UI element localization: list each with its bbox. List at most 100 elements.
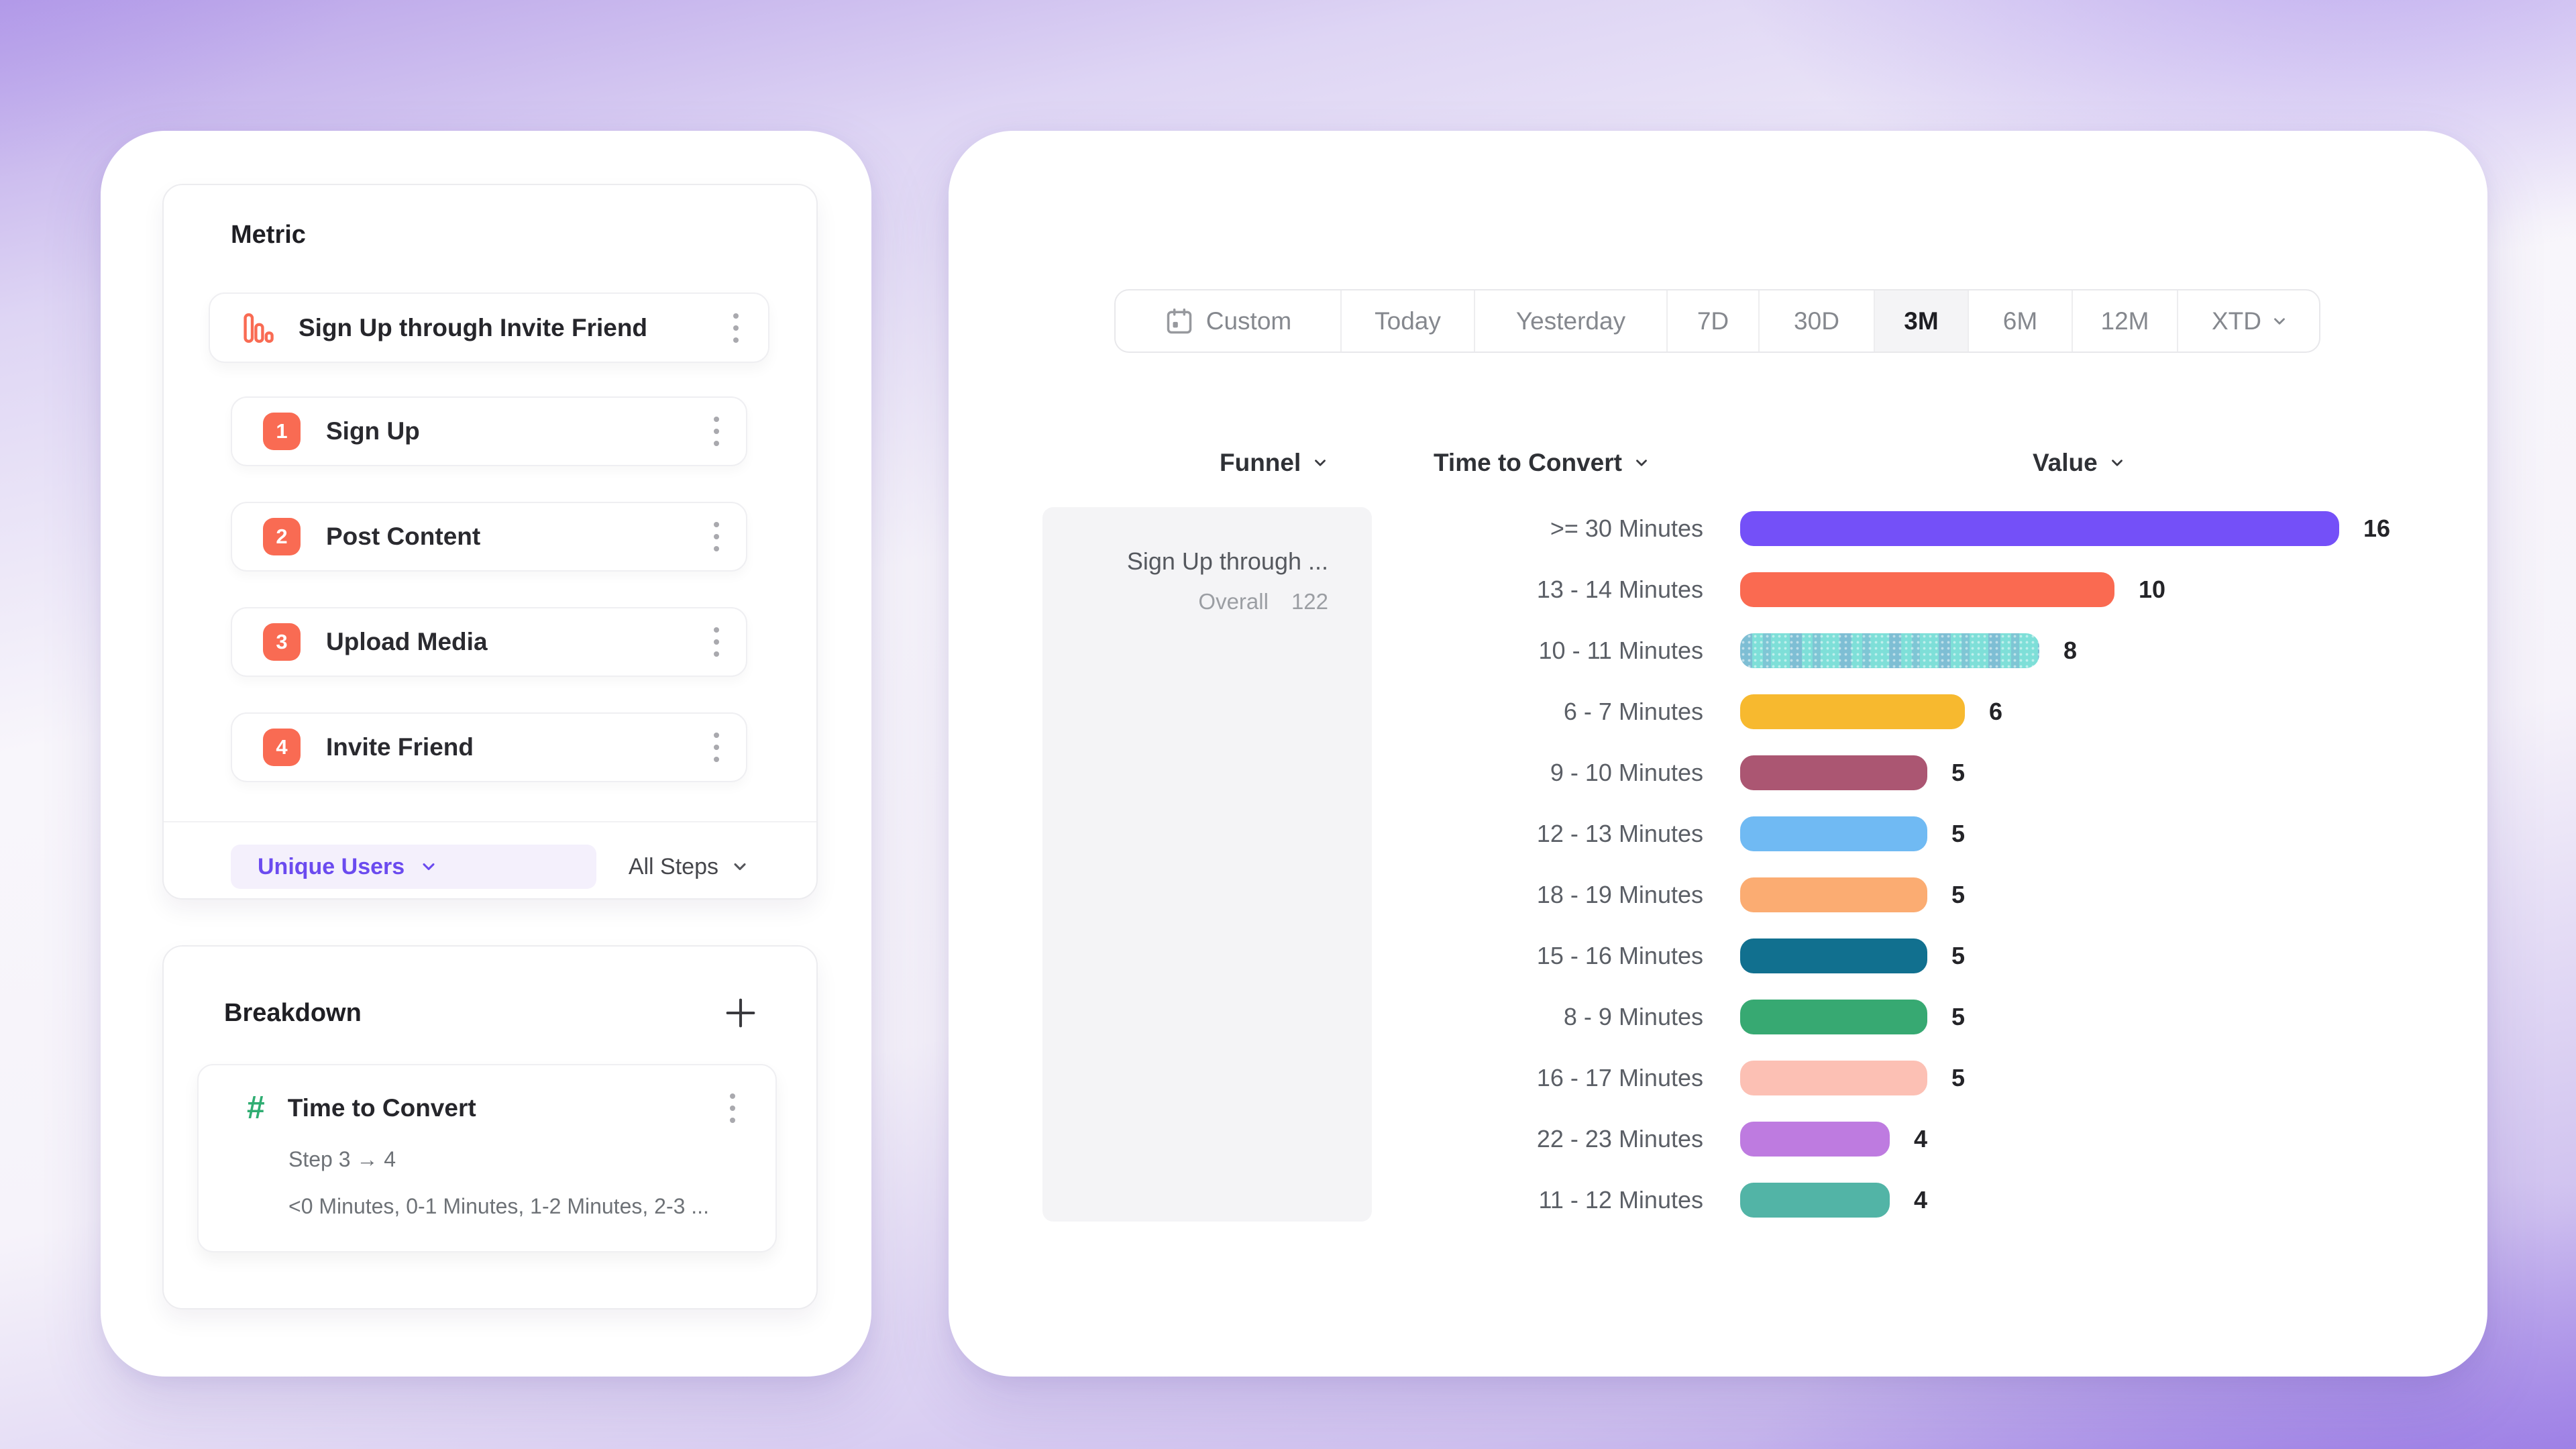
range-tab-label: XTD bbox=[2212, 307, 2261, 335]
value-label: 4 bbox=[1914, 1185, 1928, 1214]
value-label: 5 bbox=[1951, 819, 1966, 847]
funnel-metric-title: Sign Up through Invite Friend bbox=[299, 313, 648, 341]
value-bar[interactable] bbox=[1740, 755, 1927, 790]
bucket-label: 12 - 13 Minutes bbox=[1536, 819, 1703, 847]
chart-row: 15 - 16 Minutes 5 bbox=[949, 925, 2487, 986]
range-tab-label: 3M bbox=[1904, 307, 1939, 335]
value-bar[interactable] bbox=[1740, 877, 1927, 912]
value-bar[interactable] bbox=[1740, 1121, 1890, 1157]
calendar-icon bbox=[1167, 308, 1191, 333]
value-bar[interactable] bbox=[1740, 938, 1927, 973]
step-number-badge: 2 bbox=[263, 518, 301, 555]
range-tab-label: 6M bbox=[2002, 307, 2038, 335]
chart-row: 11 - 12 Minutes 4 bbox=[949, 1169, 2487, 1230]
value-bar[interactable] bbox=[1740, 999, 1927, 1034]
time-to-convert-bar-chart: >= 30 Minutes 16 13 - 14 Minutes 10 10 - 11 … bbox=[949, 498, 2487, 1230]
metric-footer-divider bbox=[164, 821, 816, 822]
value-label: 4 bbox=[1914, 1124, 1928, 1152]
step-number-badge: 4 bbox=[263, 729, 301, 766]
step-number-badge: 3 bbox=[263, 623, 301, 661]
funnel-step-row[interactable]: 1 Sign Up bbox=[231, 396, 747, 466]
bucket-label: 22 - 23 Minutes bbox=[1536, 1124, 1703, 1152]
funnel-step-row[interactable]: 4 Invite Friend bbox=[231, 712, 747, 782]
plus-icon[interactable] bbox=[721, 994, 760, 1032]
bucket-label: 8 - 9 Minutes bbox=[1563, 1002, 1703, 1030]
column-header-ttc-label: Time to Convert bbox=[1434, 449, 1622, 476]
breakdown-values-preview: <0 Minutes, 0-1 Minutes, 1-2 Minutes, 2-… bbox=[288, 1194, 709, 1218]
funnel-summary-title: Sign Up through ... bbox=[1126, 547, 1328, 575]
funnel-metric-item[interactable]: Sign Up through Invite Friend bbox=[209, 292, 769, 363]
value-label: 5 bbox=[1951, 880, 1966, 908]
kebab-menu-icon[interactable] bbox=[714, 413, 719, 449]
column-header-funnel[interactable]: Funnel bbox=[1220, 449, 1329, 477]
bucket-label: 6 - 7 Minutes bbox=[1563, 697, 1703, 725]
steps-scope-dropdown[interactable]: All Steps bbox=[629, 854, 749, 880]
value-bar[interactable] bbox=[1740, 572, 2114, 607]
date-range-selector: Custom Today Yesterday 7D 30D 3M 6M 12M XTD bbox=[1114, 289, 2320, 353]
value-label: 16 bbox=[2363, 514, 2391, 542]
bucket-label: 16 - 17 Minutes bbox=[1536, 1063, 1703, 1091]
value-bar[interactable] bbox=[1740, 1060, 1927, 1095]
overall-value: 122 bbox=[1291, 589, 1328, 614]
range-tab-xtd[interactable]: XTD bbox=[2178, 290, 2319, 352]
column-header-funnel-label: Funnel bbox=[1220, 449, 1301, 476]
range-tab-3m[interactable]: 3M bbox=[1875, 290, 1969, 352]
kebab-menu-icon[interactable] bbox=[730, 1090, 735, 1126]
breakdown-property-item[interactable]: # Time to Convert Step 3 → 4 <0 Minutes,… bbox=[197, 1064, 777, 1252]
range-tab-12m[interactable]: 12M bbox=[2073, 290, 2178, 352]
value-bar[interactable] bbox=[1740, 694, 1965, 729]
funnel-steps-list: 1 Sign Up 2 Post Content 3 Upload Media 4 Invit… bbox=[231, 396, 747, 818]
chevron-down-icon bbox=[423, 863, 435, 871]
chart-row: 12 - 13 Minutes 5 bbox=[949, 803, 2487, 864]
value-bar[interactable] bbox=[1740, 633, 2039, 668]
kebab-menu-icon[interactable] bbox=[714, 624, 719, 660]
chevron-down-icon bbox=[1315, 460, 1326, 466]
value-bar[interactable] bbox=[1740, 816, 1927, 851]
range-tab-6m[interactable]: 6M bbox=[1969, 290, 2073, 352]
chart-row: 18 - 19 Minutes 5 bbox=[949, 864, 2487, 925]
bucket-label: 10 - 11 Minutes bbox=[1538, 636, 1703, 664]
kebab-menu-icon[interactable] bbox=[733, 310, 739, 346]
range-tab-label: 7D bbox=[1697, 307, 1729, 335]
range-tab-30d[interactable]: 30D bbox=[1760, 290, 1875, 352]
chevron-down-icon bbox=[1636, 460, 1647, 466]
funnel-step-row[interactable]: 3 Upload Media bbox=[231, 607, 747, 677]
chart-row: 16 - 17 Minutes 5 bbox=[949, 1047, 2487, 1108]
bucket-label: 9 - 10 Minutes bbox=[1550, 758, 1703, 786]
chart-row: >= 30 Minutes 16 bbox=[949, 498, 2487, 559]
range-tab-7d[interactable]: 7D bbox=[1668, 290, 1760, 352]
step-label: Post Content bbox=[326, 523, 481, 550]
chart-row: 10 - 11 Minutes 8 bbox=[949, 620, 2487, 681]
value-label: 8 bbox=[2063, 636, 2078, 664]
kebab-menu-icon[interactable] bbox=[714, 519, 719, 555]
chevron-down-icon bbox=[2111, 460, 2123, 466]
funnel-summary-overall: Overall 122 bbox=[1198, 589, 1328, 614]
value-label: 5 bbox=[1951, 941, 1966, 969]
column-header-time-to-convert[interactable]: Time to Convert bbox=[1434, 449, 1650, 477]
range-tab-today[interactable]: Today bbox=[1342, 290, 1475, 352]
range-tab-label: 12M bbox=[2100, 307, 2149, 335]
funnel-step-row[interactable]: 2 Post Content bbox=[231, 502, 747, 572]
bucket-label: 13 - 14 Minutes bbox=[1536, 575, 1703, 603]
breakdown-section-title: Breakdown bbox=[224, 998, 362, 1027]
value-bar[interactable] bbox=[1740, 511, 2339, 546]
breakdown-card: Breakdown # Time to Convert Step 3 → 4 <… bbox=[162, 945, 818, 1309]
counting-method-dropdown[interactable]: Unique Users bbox=[231, 845, 596, 889]
step-label: Upload Media bbox=[326, 628, 488, 655]
step-label: Sign Up bbox=[326, 417, 420, 445]
range-tab-custom[interactable]: Custom bbox=[1116, 290, 1342, 352]
value-label: 5 bbox=[1951, 1002, 1966, 1030]
bar-chart-icon bbox=[244, 313, 274, 343]
bucket-label: 18 - 19 Minutes bbox=[1536, 880, 1703, 908]
funnel-summary-cell[interactable]: Sign Up through ... Overall 122 bbox=[1042, 507, 1372, 1222]
chart-row: 22 - 23 Minutes 4 bbox=[949, 1108, 2487, 1169]
value-bar[interactable] bbox=[1740, 1182, 1890, 1218]
bucket-label: 15 - 16 Minutes bbox=[1536, 941, 1703, 969]
column-header-value[interactable]: Value bbox=[2033, 449, 2126, 477]
bucket-label: >= 30 Minutes bbox=[1550, 514, 1703, 542]
range-tab-yesterday[interactable]: Yesterday bbox=[1475, 290, 1668, 352]
kebab-menu-icon[interactable] bbox=[714, 729, 719, 765]
hash-icon: # bbox=[247, 1090, 265, 1126]
step-label: Invite Friend bbox=[326, 733, 474, 761]
column-header-value-label: Value bbox=[2033, 449, 2098, 476]
